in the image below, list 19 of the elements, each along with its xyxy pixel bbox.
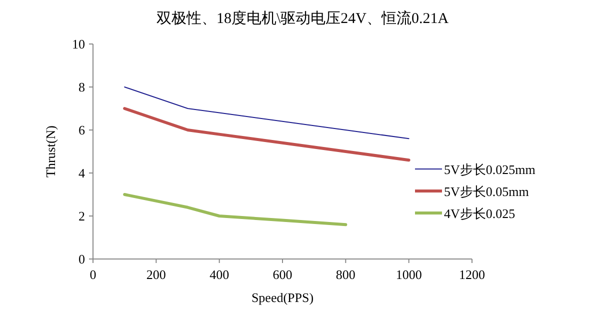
x-tick-label: 1000 [396, 267, 422, 282]
x-tick-label: 600 [272, 267, 292, 282]
y-tick-label: 10 [72, 36, 85, 52]
x-tick-label: 800 [336, 267, 356, 282]
y-tick-label: 4 [78, 166, 86, 180]
x-tick-label: 200 [146, 267, 166, 282]
y-tick-label: 6 [78, 122, 86, 138]
chart-title: 双极性、18度电机\驱动电压24V、恒流0.21A [156, 10, 449, 27]
x-axis-title: Speed(PPS) [251, 290, 314, 305]
y-axis-title: Thrust(N) [43, 126, 58, 178]
legend-label: 4V步长0.025 [444, 206, 516, 221]
x-tick-label: 400 [210, 267, 230, 282]
y-tick-label: 2 [78, 208, 85, 224]
x-tick-label: 0 [90, 267, 96, 282]
y-tick-label: 8 [78, 80, 85, 94]
legend-label: 5V步长0.025mm [444, 162, 536, 177]
x-tick-label: 1200 [459, 267, 485, 282]
y-tick-label: 0 [78, 252, 85, 266]
legend-label: 5V步长0.05mm [444, 184, 529, 199]
